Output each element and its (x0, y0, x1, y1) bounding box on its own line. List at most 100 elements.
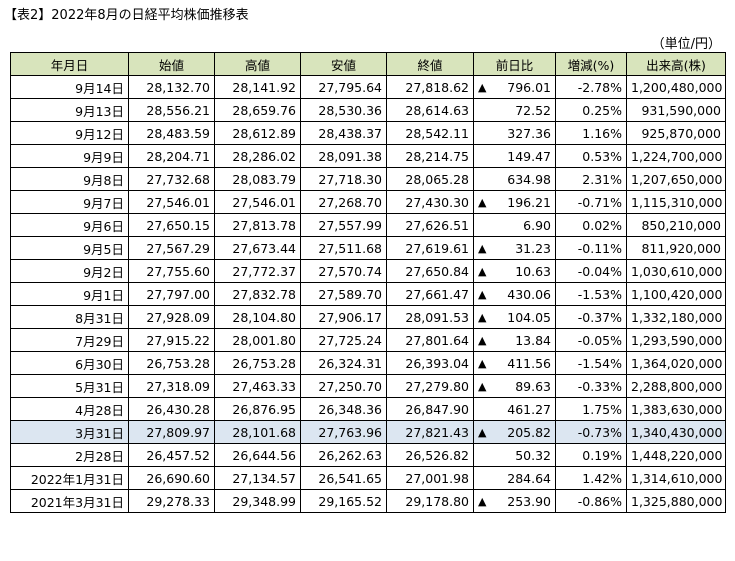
cell-open: 27,928.09 (128, 305, 215, 329)
cell-high: 28,001.80 (214, 328, 301, 352)
cell-percent: -1.53% (555, 282, 627, 306)
table-row: 9月1日 27,797.00 27,832.78 27,589.70 27,661.47… (10, 282, 726, 306)
cell-percent: 1.16% (555, 121, 627, 145)
change-value: 634.98 (507, 171, 551, 187)
cell-date: 9月9日 (10, 144, 129, 168)
change-value: 205.82 (507, 424, 551, 440)
cell-high: 27,832.78 (214, 282, 301, 306)
cell-low: 27,268.70 (300, 190, 387, 214)
cell-open: 27,915.22 (128, 328, 215, 352)
table-row: 3月31日 27,809.97 28,101.68 27,763.96 27,821.4… (10, 420, 726, 444)
cell-open: 27,546.01 (128, 190, 215, 214)
cell-high: 27,546.01 (214, 190, 301, 214)
table-row: 2021年3月31日 29,278.33 29,348.99 29,165.52 29,… (10, 489, 726, 513)
cell-low: 26,541.65 (300, 466, 387, 490)
table-row: 9月2日 27,755.60 27,772.37 27,570.74 27,650.84… (10, 259, 726, 283)
cell-low: 29,165.52 (300, 489, 387, 513)
change-value: 89.63 (515, 378, 551, 394)
cell-date: 9月13日 (10, 98, 129, 122)
cell-open: 28,204.71 (128, 144, 215, 168)
unit-label: （単位/円） (651, 37, 721, 52)
down-triangle-icon: ▲ (478, 494, 487, 508)
cell-volume: 1,314,610,000 (626, 466, 726, 490)
change-value: 327.36 (507, 125, 551, 141)
table-title: 【表2】2022年8月の日経平均株価推移表 (4, 8, 249, 23)
cell-high: 27,673.44 (214, 236, 301, 260)
cell-date: 9月8日 (10, 167, 129, 191)
cell-open: 28,556.21 (128, 98, 215, 122)
cell-high: 27,134.57 (214, 466, 301, 490)
header-close: 終値 (386, 52, 474, 76)
cell-close: 27,001.98 (386, 466, 474, 490)
header-open: 始値 (128, 52, 215, 76)
cell-low: 26,348.36 (300, 397, 387, 421)
cell-percent: 1.75% (555, 397, 627, 421)
cell-date: 9月1日 (10, 282, 129, 306)
cell-low: 26,262.63 (300, 443, 387, 467)
cell-close: 26,526.82 (386, 443, 474, 467)
cell-percent: 0.19% (555, 443, 627, 467)
cell-close: 27,818.62 (386, 75, 474, 99)
cell-open: 27,809.97 (128, 420, 215, 444)
cell-volume: 1,364,020,000 (626, 351, 726, 375)
table-row: 9月12日 28,483.59 28,612.89 28,438.37 28,542.1… (10, 121, 726, 145)
cell-date: 9月14日 (10, 75, 129, 99)
cell-change: 284.64 (473, 466, 556, 490)
cell-percent: -0.11% (555, 236, 627, 260)
cell-high: 28,104.80 (214, 305, 301, 329)
down-triangle-icon: ▲ (478, 379, 487, 393)
change-value: 50.32 (515, 447, 551, 463)
cell-date: 7月29日 (10, 328, 129, 352)
cell-open: 27,650.15 (128, 213, 215, 237)
table-row: 9月6日 27,650.15 27,813.78 27,557.99 27,626.51… (10, 213, 726, 237)
cell-date: 9月7日 (10, 190, 129, 214)
cell-change: ▲ 13.84 (473, 328, 556, 352)
cell-open: 29,278.33 (128, 489, 215, 513)
cell-change: ▲ 430.06 (473, 282, 556, 306)
cell-volume: 1,332,180,000 (626, 305, 726, 329)
change-value: 72.52 (515, 102, 551, 118)
change-value: 411.56 (507, 355, 551, 371)
cell-low: 28,091.38 (300, 144, 387, 168)
table-row: 5月31日 27,318.09 27,463.33 27,250.70 27,279.8… (10, 374, 726, 398)
cell-change: ▲ 205.82 (473, 420, 556, 444)
cell-high: 27,813.78 (214, 213, 301, 237)
cell-low: 27,250.70 (300, 374, 387, 398)
cell-open: 27,318.09 (128, 374, 215, 398)
cell-high: 28,083.79 (214, 167, 301, 191)
down-triangle-icon: ▲ (478, 356, 487, 370)
cell-percent: -0.73% (555, 420, 627, 444)
header-high: 高値 (214, 52, 301, 76)
cell-change: ▲ 411.56 (473, 351, 556, 375)
change-value: 104.05 (507, 309, 551, 325)
table-row: 9月14日 28,132.70 28,141.92 27,795.64 27,818.6… (10, 75, 726, 99)
cell-close: 28,091.53 (386, 305, 474, 329)
cell-date: 9月5日 (10, 236, 129, 260)
cell-change: ▲ 104.05 (473, 305, 556, 329)
cell-high: 26,753.28 (214, 351, 301, 375)
down-triangle-icon: ▲ (478, 264, 487, 278)
table-row: 9月9日 28,204.71 28,286.02 28,091.38 28,214.75… (10, 144, 726, 168)
change-value: 6.90 (523, 217, 551, 233)
cell-close: 26,393.04 (386, 351, 474, 375)
cell-close: 27,661.47 (386, 282, 474, 306)
cell-open: 27,797.00 (128, 282, 215, 306)
cell-open: 28,483.59 (128, 121, 215, 145)
cell-change: ▲ 196.21 (473, 190, 556, 214)
cell-open: 27,732.68 (128, 167, 215, 191)
cell-volume: 1,325,880,000 (626, 489, 726, 513)
cell-change: 149.47 (473, 144, 556, 168)
cell-change: ▲ 253.90 (473, 489, 556, 513)
cell-percent: -0.05% (555, 328, 627, 352)
change-value: 149.47 (507, 148, 551, 164)
cell-high: 26,644.56 (214, 443, 301, 467)
cell-close: 27,801.64 (386, 328, 474, 352)
cell-low: 27,725.24 (300, 328, 387, 352)
cell-high: 27,463.33 (214, 374, 301, 398)
cell-date: 2022年1月31日 (10, 466, 129, 490)
cell-change: 72.52 (473, 98, 556, 122)
cell-change: 6.90 (473, 213, 556, 237)
cell-open: 26,690.60 (128, 466, 215, 490)
cell-close: 27,626.51 (386, 213, 474, 237)
cell-low: 27,718.30 (300, 167, 387, 191)
